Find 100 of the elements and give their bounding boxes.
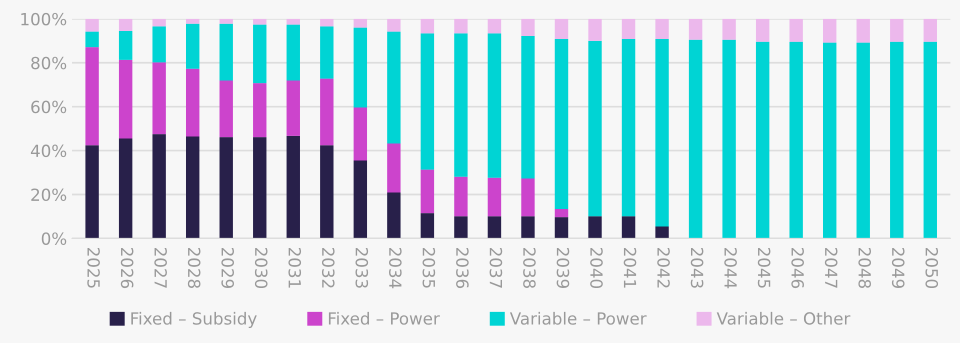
x-tick-label: 2039: [556, 248, 570, 288]
bar: [118, 60, 132, 139]
x-tick-label: 2029: [221, 248, 234, 288]
bar: [420, 170, 434, 214]
bar: [152, 26, 166, 62]
bar: [588, 18, 602, 41]
bar: [85, 32, 99, 48]
bar: [789, 18, 803, 42]
bar: [588, 216, 602, 238]
bar: [454, 33, 468, 177]
bar: [488, 178, 502, 216]
bar: [286, 18, 300, 25]
y-tick-label: 20%: [31, 188, 66, 202]
y-tick-label: 60%: [31, 100, 66, 114]
bar: [622, 18, 636, 40]
bar: [488, 33, 502, 178]
x-tick-label: 2045: [758, 248, 770, 288]
bar: [286, 80, 300, 136]
x-tick-label: 2032: [322, 248, 335, 288]
x-tick-label: 2027: [154, 248, 167, 288]
y-tick-label: 0%: [42, 232, 66, 245]
bar: [320, 18, 334, 26]
bar: [756, 42, 770, 238]
legend-label: Variable – Power: [510, 312, 647, 325]
bar: [554, 217, 568, 238]
bar: [186, 136, 200, 238]
bar: [856, 42, 870, 238]
bar: [320, 78, 334, 146]
bar: [253, 83, 266, 138]
bar: [387, 144, 401, 193]
bar: [420, 18, 434, 34]
bar: [186, 24, 200, 69]
x-tick-label: 2030: [254, 248, 268, 288]
bar: [152, 134, 166, 238]
bar: [286, 136, 300, 238]
bar: [354, 28, 368, 108]
bar: [521, 178, 535, 216]
bar: [420, 213, 434, 238]
x-tick-label: 2049: [892, 248, 905, 288]
bar: [756, 18, 770, 42]
bar: [118, 138, 132, 238]
bar: [186, 18, 200, 24]
bar: [320, 26, 334, 79]
bar: [253, 137, 266, 238]
bar: [220, 80, 233, 138]
bar: [688, 18, 702, 40]
x-tick-label: 2033: [355, 248, 368, 288]
bar: [286, 24, 300, 81]
bar: [85, 47, 99, 146]
x-tick-label: 2028: [188, 248, 200, 288]
bar: [924, 42, 937, 238]
bar: [622, 216, 636, 238]
bar: [521, 18, 535, 36]
bar: [655, 226, 669, 238]
bar: [789, 42, 803, 238]
legend-label: Fixed – Subsidy: [131, 312, 257, 328]
x-tick-label: 2040: [590, 248, 603, 288]
bar: [454, 18, 468, 34]
bar: [521, 36, 535, 178]
bar: [387, 192, 401, 238]
bar: [688, 40, 702, 238]
bar: [655, 39, 669, 227]
bar: [722, 18, 736, 40]
bar: [823, 18, 836, 43]
legend-label: Variable – Other: [716, 312, 850, 325]
bar: [554, 18, 568, 40]
bar: [186, 68, 200, 137]
x-tick-label: 2031: [288, 248, 302, 288]
bar: [588, 40, 602, 216]
x-tick-label: 2025: [87, 248, 100, 288]
bar: [152, 18, 166, 26]
bar: [387, 18, 401, 32]
x-tick-label: 2036: [456, 248, 469, 288]
x-tick-label: 2035: [422, 248, 436, 288]
bar: [554, 208, 568, 218]
bar: [220, 24, 233, 81]
bar: [85, 18, 99, 32]
bar: [354, 18, 368, 28]
x-tick-label: 2050: [925, 248, 938, 288]
x-tick-label: 2043: [690, 248, 704, 288]
bar: [454, 176, 468, 216]
bar: [253, 18, 266, 25]
bar: [622, 39, 636, 216]
y-tick-label: 80%: [31, 56, 66, 70]
bar: [890, 18, 904, 42]
x-tick-label: 2047: [824, 248, 838, 288]
bar: [387, 32, 401, 144]
x-tick-label: 2038: [523, 248, 536, 288]
bar: [823, 42, 836, 238]
bar: [655, 18, 669, 40]
bar: [488, 216, 502, 238]
bar: [722, 40, 736, 238]
bar: [354, 108, 368, 160]
bar: [454, 216, 468, 238]
bar: [354, 160, 368, 238]
x-tick-label: 2034: [389, 248, 402, 288]
x-tick-label: 2042: [657, 248, 670, 288]
bar: [118, 30, 132, 60]
bar: [890, 42, 904, 238]
bar: [521, 216, 535, 238]
